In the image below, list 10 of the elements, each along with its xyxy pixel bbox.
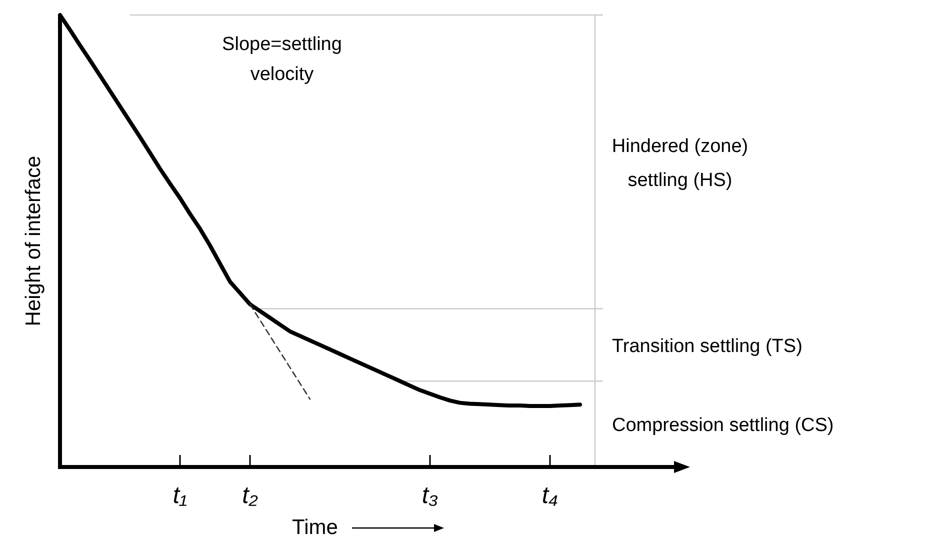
annotation: Slope=settling velocity — [222, 34, 342, 85]
x-tick-label: t₃ — [422, 482, 438, 509]
annotation: Transition settling (TS) — [612, 336, 802, 357]
x-tick-label: t₁ — [172, 482, 188, 509]
y-axis-title: Height of interface — [22, 156, 45, 326]
annotation: Compression settling (CS) — [612, 415, 834, 436]
x-axis-title: Time — [292, 516, 338, 539]
x-tick-label: t₄ — [542, 482, 558, 509]
annotation: Hindered (zone) settling (HS) — [612, 136, 748, 191]
x-tick-label: t₂ — [242, 482, 258, 509]
